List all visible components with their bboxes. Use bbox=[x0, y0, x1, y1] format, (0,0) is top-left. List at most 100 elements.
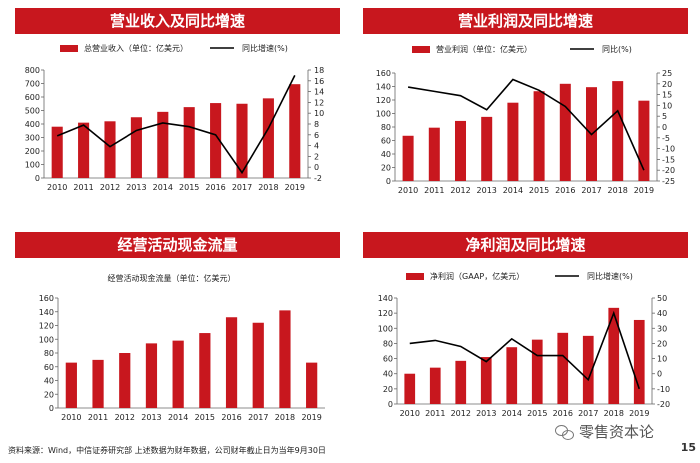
chart4-right-tick-label: 30 bbox=[657, 324, 667, 333]
chart3-x-tick-label: 2014 bbox=[168, 413, 188, 422]
chart1-bar bbox=[157, 111, 169, 178]
chart1-banner: 营业收入及同比增速 bbox=[15, 8, 340, 34]
chart4-x-tick-label: 2018 bbox=[604, 409, 624, 418]
chart3-x-tick-label: 2012 bbox=[115, 413, 135, 422]
chart2-right-tick-label: -20 bbox=[662, 166, 675, 175]
chart3-x-tick-label: 2011 bbox=[88, 413, 108, 422]
chart1-right-tick-label: 8 bbox=[314, 120, 319, 129]
chart1-right-tick-label: 16 bbox=[314, 77, 324, 86]
chart3-legend-bar-label: 经营活动现金流量（单位：亿美元） bbox=[108, 273, 236, 283]
chart3-left-tick-label: 100 bbox=[39, 335, 54, 344]
chart2-x-tick-label: 2014 bbox=[503, 186, 523, 195]
chart2-banner: 营业利润及同比增速 bbox=[363, 8, 688, 34]
chart4-legend-line-label: 同比增速(%) bbox=[587, 271, 633, 281]
chart2-right-tick-label: 20 bbox=[662, 80, 672, 89]
chart2-growth-line bbox=[407, 78, 645, 171]
chart2-x-tick-label: 2011 bbox=[424, 186, 444, 195]
chart4-x-tick-label: 2012 bbox=[451, 409, 471, 418]
chart3-bar bbox=[225, 317, 238, 408]
chart2-left-tick-label: 100 bbox=[376, 110, 391, 119]
chart3-x-tick-label: 2018 bbox=[275, 413, 295, 422]
chart2-left-tick-label: 60 bbox=[381, 137, 391, 146]
chart1-bar bbox=[104, 121, 116, 178]
chart3-x-tick-label: 2010 bbox=[61, 413, 81, 422]
chart2-left-tick-label: 0 bbox=[386, 177, 391, 186]
chart1-right-tick-label: 18 bbox=[314, 66, 324, 75]
chart2-x-tick-label: 2017 bbox=[581, 186, 601, 195]
chart2-legend-line-label: 同比(%) bbox=[602, 44, 632, 54]
chart3-x-tick-label: 2016 bbox=[221, 413, 241, 422]
chart4-bar bbox=[429, 367, 441, 404]
chart2-bar bbox=[481, 116, 493, 181]
chart4-x-tick-label: 2017 bbox=[578, 409, 598, 418]
chart1-bar bbox=[236, 103, 248, 178]
chart4-bar bbox=[404, 373, 416, 404]
chart3-left-tick-label: 40 bbox=[44, 377, 54, 386]
chart4-bar bbox=[480, 357, 492, 404]
chart4-x-tick-label: 2015 bbox=[527, 409, 547, 418]
chart1-x-tick-label: 2010 bbox=[47, 183, 67, 192]
chart2-bar bbox=[507, 102, 519, 181]
chart1-legend-bar-label: 总营业收入（单位：亿美元） bbox=[84, 43, 188, 53]
chart2-x-tick-label: 2013 bbox=[477, 186, 497, 195]
chart1-bar bbox=[289, 84, 301, 178]
chart2-bar bbox=[533, 91, 545, 181]
chart2-x-tick-label: 2015 bbox=[529, 186, 549, 195]
chart1-growth-line bbox=[56, 75, 296, 175]
chart4-bar bbox=[506, 347, 518, 404]
chart3-bar bbox=[92, 359, 104, 408]
chart1-bar bbox=[78, 122, 90, 178]
chart4-bar bbox=[531, 339, 543, 404]
chart2-right-tick-label: 15 bbox=[662, 91, 672, 100]
chart1-right-tick-label: -2 bbox=[314, 174, 322, 183]
chart1-x-tick-label: 2016 bbox=[205, 183, 225, 192]
chart4-left-tick-label: 0 bbox=[388, 400, 393, 409]
chart4-right-tick-label: 50 bbox=[657, 294, 667, 303]
chart4-right-tick-label: 10 bbox=[657, 355, 667, 364]
chart3-x-tick-label: 2017 bbox=[248, 413, 268, 422]
chart1-legend-bar-swatch bbox=[60, 45, 78, 52]
chart1-left-tick-label: 800 bbox=[25, 66, 40, 75]
chart2-x-tick-label: 2018 bbox=[608, 186, 628, 195]
chart3-x-tick-label: 2013 bbox=[141, 413, 161, 422]
chart4-x-tick-label: 2010 bbox=[400, 409, 420, 418]
chart2-bar bbox=[559, 83, 571, 181]
chart2-right-tick-label: 10 bbox=[662, 101, 672, 110]
chart4-x-tick-label: 2014 bbox=[502, 409, 522, 418]
chart2-x-tick-label: 2016 bbox=[555, 186, 575, 195]
chart2-left-tick-label: 20 bbox=[381, 164, 391, 173]
chart4-left-tick-label: 80 bbox=[383, 339, 393, 348]
chart1-right-tick-label: 4 bbox=[314, 142, 319, 151]
chart4-bar bbox=[582, 335, 594, 404]
chart2-bar bbox=[454, 120, 467, 181]
chart3-bar bbox=[145, 343, 158, 408]
chart4-right-tick-label: -20 bbox=[657, 400, 670, 409]
chart4-left-tick-label: 120 bbox=[378, 309, 393, 318]
chart3-banner: 经营活动现金流量 bbox=[15, 232, 340, 258]
chart4-right-tick-label: -10 bbox=[657, 385, 670, 394]
chart3-left-tick-label: 60 bbox=[44, 363, 54, 372]
chart4-right-tick-label: 20 bbox=[657, 339, 667, 348]
chart4-left-tick-label: 40 bbox=[383, 370, 393, 379]
chart2-legend-bar-swatch bbox=[412, 46, 430, 53]
chart1-left-tick-label: 600 bbox=[25, 93, 40, 102]
chart1-left-tick-label: 400 bbox=[25, 120, 40, 129]
chart2-bar bbox=[612, 81, 624, 181]
chart2-x-tick-label: 2012 bbox=[450, 186, 470, 195]
chart1-right-tick-label: 2 bbox=[314, 152, 319, 161]
chart2-left-tick-label: 40 bbox=[381, 150, 391, 159]
chart2-left-tick-label: 140 bbox=[376, 83, 391, 92]
chart2-x-tick-label: 2019 bbox=[634, 186, 654, 195]
chart3-left-tick-label: 160 bbox=[39, 294, 54, 303]
chart1-right-tick-label: 10 bbox=[314, 109, 324, 118]
watermark: 零售资本论 bbox=[555, 421, 654, 442]
chart2-right-tick-label: -5 bbox=[662, 134, 670, 143]
chart2-left-tick-label: 160 bbox=[376, 69, 391, 78]
chart4-legend-bar-label: 净利润（GAAP，亿美元） bbox=[430, 271, 524, 281]
chart3-bar bbox=[119, 353, 131, 408]
chart3-bar bbox=[279, 310, 291, 408]
chart4-left-tick-label: 140 bbox=[378, 294, 393, 303]
chart1-right-tick-label: 14 bbox=[314, 88, 324, 97]
chart4-x-tick-label: 2013 bbox=[476, 409, 496, 418]
